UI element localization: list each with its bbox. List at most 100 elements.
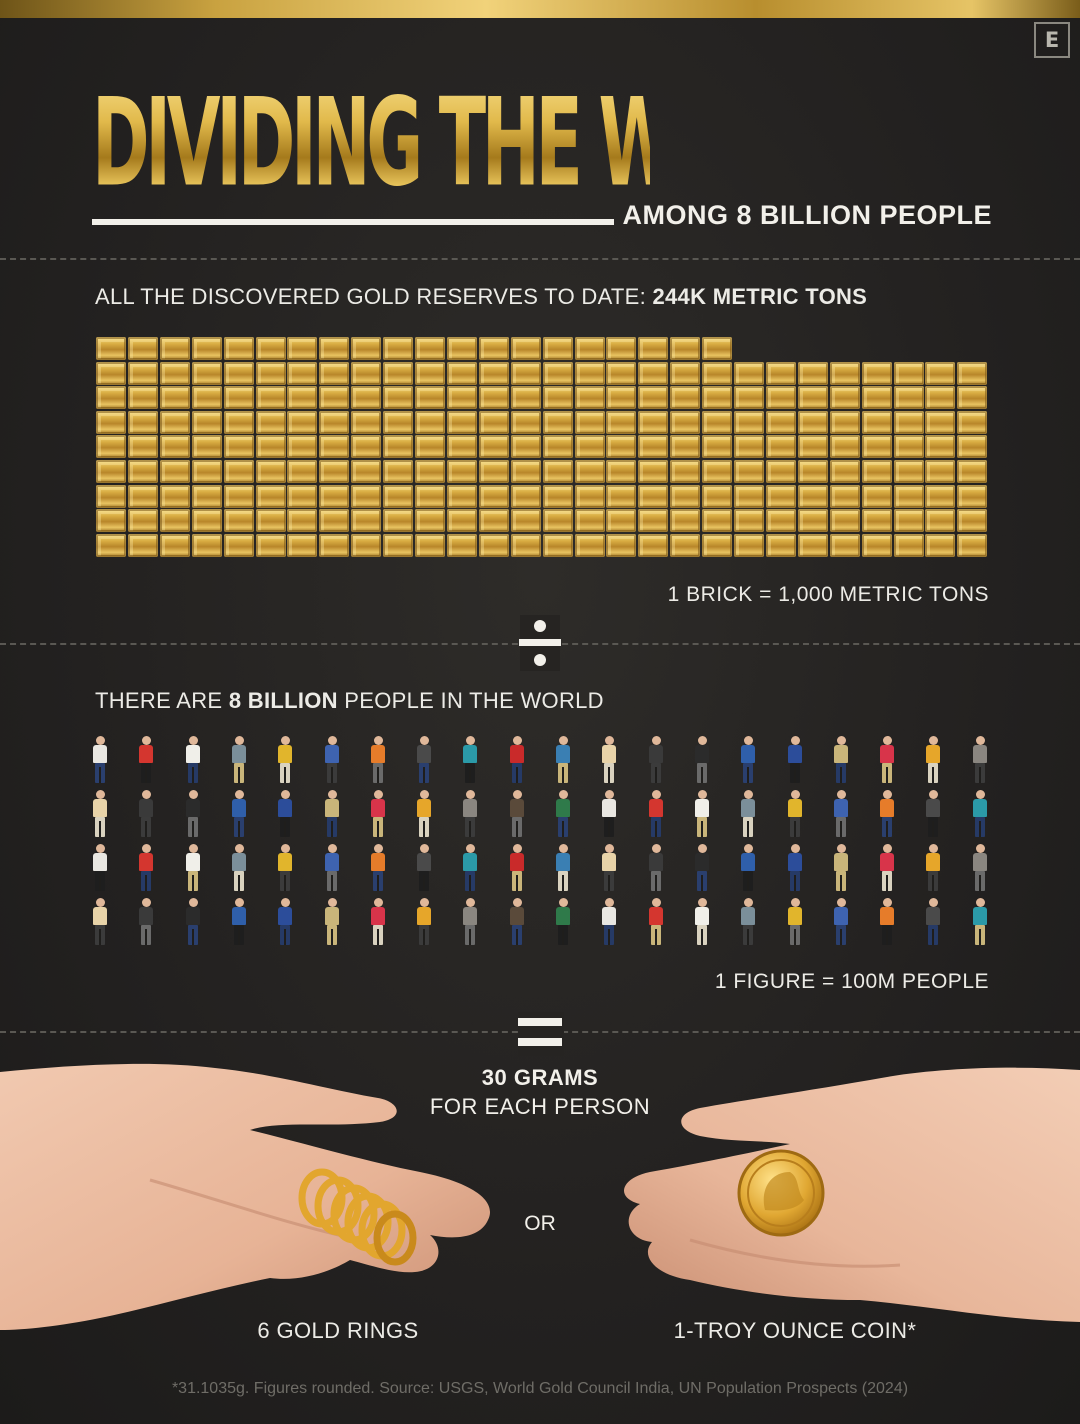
figure-torso bbox=[463, 907, 478, 925]
figure-legs bbox=[141, 763, 152, 783]
gold-brick bbox=[255, 337, 286, 360]
gold-brick bbox=[191, 337, 222, 360]
gold-brick bbox=[606, 509, 637, 533]
figure-head bbox=[234, 844, 244, 853]
figure-head bbox=[975, 844, 985, 853]
figure-torso bbox=[324, 907, 339, 925]
figure-torso bbox=[880, 907, 895, 925]
person-figure bbox=[412, 790, 436, 840]
person-figure bbox=[458, 790, 482, 840]
figure-head bbox=[234, 736, 244, 745]
gold-brick bbox=[127, 435, 158, 459]
figure-head bbox=[420, 736, 430, 745]
figure-head bbox=[466, 790, 476, 799]
gold-brick bbox=[957, 386, 988, 410]
figure-legs bbox=[511, 925, 522, 945]
person-figure bbox=[921, 736, 945, 786]
gold-brick bbox=[127, 361, 158, 385]
person-figure bbox=[88, 844, 112, 894]
figure-legs bbox=[974, 817, 985, 837]
gold-brick bbox=[383, 361, 414, 385]
figure-head bbox=[651, 898, 661, 907]
gold-brick bbox=[861, 484, 892, 508]
figure-legend: 1 FIGURE = 100M PEOPLE bbox=[714, 970, 989, 993]
figure-torso bbox=[417, 907, 432, 925]
figure-head bbox=[605, 898, 615, 907]
figure-head bbox=[929, 790, 939, 799]
gold-brick bbox=[765, 361, 796, 385]
gold-brick bbox=[925, 484, 956, 508]
gold-brick bbox=[96, 484, 126, 508]
gold-brick bbox=[159, 361, 190, 385]
figure-head bbox=[96, 898, 105, 907]
figure-legs bbox=[928, 763, 939, 783]
figure-head bbox=[929, 736, 939, 745]
figure-legs bbox=[280, 925, 291, 945]
gold-brick bbox=[446, 337, 477, 360]
figure-legs bbox=[743, 925, 754, 945]
figure-legs bbox=[326, 763, 337, 783]
gold-brick bbox=[670, 460, 701, 483]
gold-brick bbox=[383, 460, 414, 483]
person-figure bbox=[134, 736, 158, 786]
figure-legs bbox=[419, 925, 430, 945]
gold-brick bbox=[223, 361, 254, 385]
figure-head bbox=[744, 790, 754, 799]
gold-brick bbox=[478, 337, 509, 360]
figure-legs bbox=[882, 925, 893, 945]
figure-torso bbox=[231, 853, 246, 871]
figure-legs bbox=[974, 763, 985, 783]
figure-legs bbox=[372, 925, 383, 945]
gold-brick bbox=[638, 361, 669, 385]
figure-legs bbox=[789, 817, 800, 837]
figure-torso bbox=[278, 853, 293, 871]
gold-brick bbox=[734, 361, 764, 385]
person-figure bbox=[458, 898, 482, 948]
person-figure bbox=[320, 898, 344, 948]
figure-torso bbox=[833, 907, 848, 925]
gold-brick bbox=[606, 386, 637, 410]
figure-legs bbox=[419, 817, 430, 837]
gold-brick bbox=[797, 484, 828, 508]
figure-head bbox=[651, 790, 661, 799]
gold-brick bbox=[510, 460, 541, 483]
gold-brick bbox=[829, 410, 860, 434]
figure-legs bbox=[187, 763, 198, 783]
gold-brick bbox=[446, 361, 477, 385]
gold-brick bbox=[957, 460, 988, 483]
figure-head bbox=[790, 898, 800, 907]
figure-torso bbox=[787, 907, 802, 925]
figure-torso bbox=[602, 799, 617, 817]
gold-brick bbox=[191, 386, 222, 410]
gold-brick bbox=[957, 484, 988, 508]
figure-head bbox=[373, 790, 383, 799]
gold-brick bbox=[127, 509, 158, 533]
gold-brick bbox=[510, 509, 541, 533]
figure-legs bbox=[465, 925, 476, 945]
figure-legs bbox=[233, 817, 244, 837]
gold-brick bbox=[638, 410, 669, 434]
gold-brick bbox=[191, 435, 222, 459]
person-figure bbox=[783, 844, 807, 894]
figure-head bbox=[96, 844, 105, 853]
person-figure bbox=[690, 898, 714, 948]
figure-legs bbox=[696, 925, 707, 945]
figure-head bbox=[883, 736, 893, 745]
gold-brick bbox=[574, 410, 605, 434]
figure-torso bbox=[370, 907, 385, 925]
figure-legs bbox=[141, 871, 152, 891]
gold-brick bbox=[829, 361, 860, 385]
section-divider bbox=[0, 258, 1080, 260]
gold-brick bbox=[255, 533, 286, 557]
gold-brick bbox=[925, 509, 956, 533]
gold-brick bbox=[797, 533, 828, 557]
gold-brick bbox=[893, 361, 924, 385]
figure-head bbox=[327, 844, 337, 853]
figure-head bbox=[559, 898, 568, 907]
gold-brick bbox=[255, 361, 286, 385]
figure-legs bbox=[511, 763, 522, 783]
person-figure bbox=[783, 736, 807, 786]
figure-torso bbox=[370, 799, 385, 817]
figure-head bbox=[373, 736, 383, 745]
gold-brick bbox=[351, 509, 382, 533]
